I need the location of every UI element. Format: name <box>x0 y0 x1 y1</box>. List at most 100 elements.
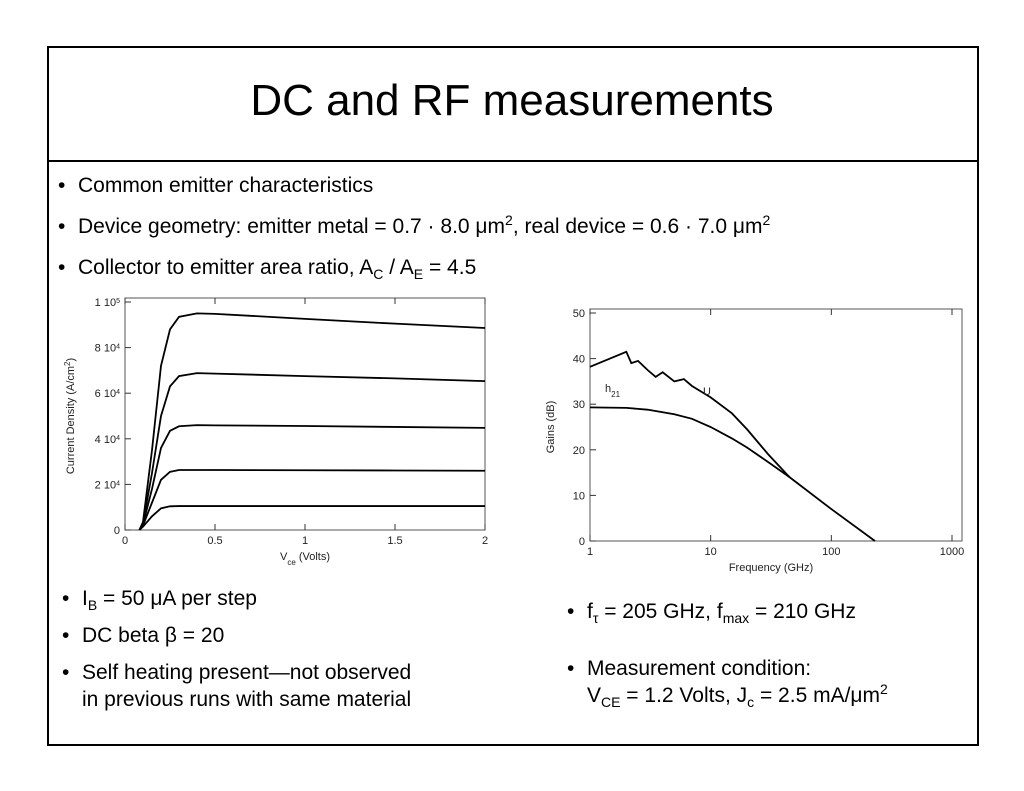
bullet-line: DC beta β = 20 <box>82 622 411 649</box>
text-run: = 2.5 mA/μm <box>754 684 881 707</box>
y-axis-label: Gains (dB) <box>545 401 557 454</box>
x-tick-label: 10 <box>705 546 717 558</box>
subscript: B <box>87 597 98 614</box>
series-line <box>138 424 486 531</box>
y-tick-label: 30 <box>573 399 585 411</box>
bullet-line: Self heating present—not observed <box>82 659 411 686</box>
x-tick-label: 2 <box>482 535 488 547</box>
bullet-line: VCE = 1.2 Volts, Jc = 2.5 mA/μm2 <box>587 682 888 709</box>
text-run: / A <box>383 256 414 279</box>
bullet-line: IB = 50 μA per step <box>82 585 411 612</box>
tick-text: 40 <box>573 354 585 366</box>
annotation: U <box>703 386 711 398</box>
y-tick-label: 10 <box>573 490 585 502</box>
bullet: Self heating present—not observed in prev… <box>62 659 411 713</box>
y-tick-label: 2 104 <box>95 479 120 491</box>
text-run: = 4.5 <box>423 256 477 279</box>
right-bullets: fτ = 205 GHz, fmax = 210 GHz Measurement … <box>567 598 888 709</box>
text-run: DC beta β = 20 <box>82 624 225 647</box>
bullet-line: in previous runs with same material <box>82 686 411 713</box>
supscript: 2 <box>505 212 513 228</box>
plot-frame <box>589 308 963 542</box>
y-tick-label: 1 105 <box>95 297 120 309</box>
series-line <box>138 312 486 531</box>
tick-text: 6 10 <box>95 388 116 400</box>
text-run: Collector to emitter area ratio, A <box>78 256 374 279</box>
title-rule <box>47 160 977 162</box>
subscript: C <box>373 266 384 283</box>
text-run: = 205 GHz, f <box>598 600 723 623</box>
slide-frame <box>47 46 979 746</box>
text-run: = 210 GHz <box>749 600 856 623</box>
x-tick-label: 1.5 <box>387 535 402 547</box>
bullet: Common emitter characteristics <box>58 172 770 199</box>
bullet-line: Collector to emitter area ratio, AC / AE… <box>78 254 770 281</box>
x-axis-label: Vce (Volts) <box>280 551 330 567</box>
superscript: 4 <box>116 434 120 441</box>
plot-frame <box>124 297 486 531</box>
tick-text: 8 10 <box>95 343 116 355</box>
bullet: IB = 50 μA per step <box>62 585 411 612</box>
y-tick-label: 6 104 <box>95 388 120 400</box>
y-tick-label: 0 <box>114 525 120 537</box>
supscript: 2 <box>63 361 72 366</box>
text-run: = 50 μA per step <box>97 587 257 610</box>
text-run: Measurement condition: <box>587 657 812 680</box>
y-axis-label: Current Density (A/cm2) <box>63 358 78 474</box>
y-tick-label: 20 <box>573 445 585 457</box>
text-run: , real device = 0.6 · 7.0 μm <box>512 215 763 238</box>
series-line <box>138 469 486 531</box>
x-tick-label: 1 <box>302 535 308 547</box>
x-tick-label: 0.5 <box>207 535 222 547</box>
left-bullets: IB = 50 μA per step DC beta β = 20 Self he… <box>62 585 411 713</box>
subscript: ce <box>287 558 296 567</box>
bullet-line: Measurement condition: <box>587 655 888 682</box>
subscript: c <box>747 694 755 711</box>
bullet: Device geometry: emitter metal = 0.7 · 8… <box>58 213 770 240</box>
bullet-line: Common emitter characteristics <box>78 172 770 199</box>
superscript: 4 <box>116 389 120 396</box>
rf-chart: 1 10 100 1000 0 10 20 30 40 50 Frequency (GHz) Gain… <box>545 308 964 574</box>
tick-text: 50 <box>573 308 585 320</box>
bullet-line: fτ = 205 GHz, fmax = 210 GHz <box>587 598 888 625</box>
series-line <box>138 372 486 531</box>
bullet: DC beta β = 20 <box>62 622 411 649</box>
text-run: h <box>605 383 611 395</box>
tick-text: 10 <box>573 490 585 502</box>
text-run: Frequency (GHz) <box>729 562 813 574</box>
series-line <box>589 406 876 542</box>
text-run: in previous runs with same material <box>82 688 412 711</box>
x-tick-label: 1 <box>587 546 593 558</box>
subscript: E <box>413 266 424 283</box>
x-tick-label: 0 <box>122 535 128 547</box>
annotation: h21 <box>605 383 621 399</box>
bullet-line: Device geometry: emitter metal = 0.7 · 8… <box>78 213 770 240</box>
text-run: Gains (dB) <box>545 401 557 454</box>
y-tick-label: 40 <box>573 354 585 366</box>
superscript: 5 <box>116 298 120 305</box>
text-run: Current Density (A/cm <box>65 366 77 474</box>
text-run: = 1.2 Volts, J <box>620 684 748 707</box>
text-run: ) <box>65 358 77 362</box>
bullet: Measurement condition:VCE = 1.2 Volts, J… <box>567 655 888 709</box>
superscript: 4 <box>116 343 120 350</box>
bullet: fτ = 205 GHz, fmax = 210 GHz <box>567 598 888 625</box>
subscript: max <box>722 610 750 627</box>
tick-text: 0 <box>579 536 585 548</box>
text-run: V <box>280 551 288 563</box>
text-run: U <box>703 386 711 398</box>
subscript: 21 <box>611 390 620 399</box>
text-run: Device geometry: emitter metal = 0.7 · 8… <box>78 215 506 238</box>
x-axis-label: Frequency (GHz) <box>729 562 813 574</box>
superscript: 4 <box>116 480 120 487</box>
text-run: (Volts) <box>296 551 330 563</box>
slide-title: DC and RF measurements <box>250 76 774 125</box>
supscript: 2 <box>762 212 771 228</box>
bullet: Collector to emitter area ratio, AC / AE… <box>58 254 770 281</box>
subscript: τ <box>592 610 599 627</box>
tick-text: 20 <box>573 445 585 457</box>
tick-text: 0 <box>114 525 120 537</box>
top-bullets: Common emitter characteristics Device geo… <box>58 172 770 281</box>
x-tick-label: 100 <box>822 546 840 558</box>
